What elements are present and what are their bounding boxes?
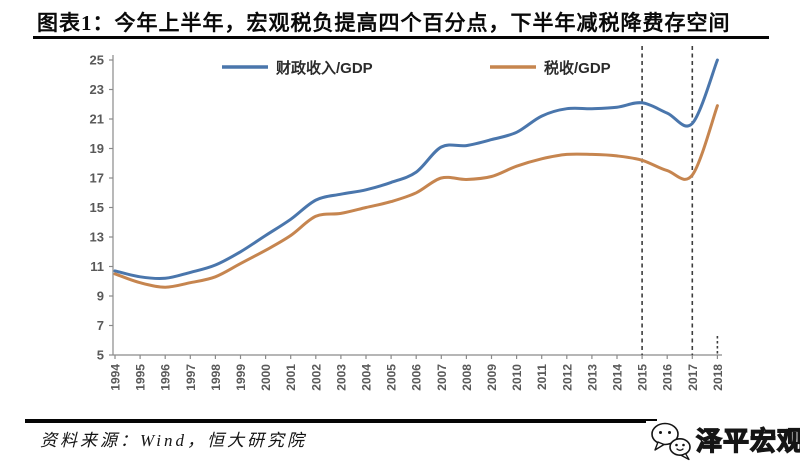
x-tick-label: 2015 — [636, 364, 650, 391]
brand-logo: 泽平宏观 — [646, 421, 800, 461]
title-underline — [33, 36, 769, 39]
chart-svg: 5 7 9 11 13 15 17 19 21 23 25 1994 1995 1996 1997 1998 1… — [90, 46, 725, 391]
legend-label-tax-gdp: 税收/GDP — [544, 59, 611, 77]
x-tick-label: 2013 — [585, 364, 599, 391]
chart-title: 图表1：今年上半年，宏观税负提高四个百分点，下半年减税降费存空间 — [37, 11, 731, 35]
y-tick-label: 17 — [90, 171, 104, 186]
x-tick-label: 1997 — [184, 364, 198, 391]
x-tick-label: 2017 — [686, 364, 700, 391]
x-tick-label: 2011 — [535, 364, 549, 390]
x-tick-label: 1994 — [109, 364, 123, 391]
x-tick-label: 2003 — [334, 364, 348, 391]
x-tick-label: 2001 — [284, 364, 298, 391]
x-tick-label: 2008 — [460, 364, 474, 391]
y-tick-label: 19 — [90, 141, 104, 156]
x-tick-label: 2007 — [435, 364, 449, 391]
x-tick-label: 1999 — [234, 364, 248, 391]
y-tick-label: 23 — [90, 82, 104, 97]
x-tick-label: 1995 — [134, 364, 148, 391]
legend-label-fiscal-revenue-gdp: 财政收入/GDP — [276, 59, 373, 77]
x-tick-label: 2014 — [611, 364, 625, 391]
y-tick-label: 11 — [90, 259, 104, 274]
x-tick-label: 2016 — [661, 364, 675, 391]
x-tick-label: 1996 — [159, 364, 173, 391]
x-tick-label: 2012 — [560, 364, 574, 391]
x-tick-label: 2000 — [259, 364, 273, 391]
x-tick-label: 2004 — [360, 364, 374, 391]
y-tick-label: 25 — [90, 53, 104, 68]
x-tick-label: 2018 — [711, 364, 725, 391]
footer-rule — [25, 419, 657, 423]
y-tick-label: 15 — [90, 200, 104, 215]
wechat-bubbles-icon — [651, 422, 691, 461]
x-tick-label: 2002 — [309, 364, 323, 391]
source-note: 资料来源：Wind，恒大研究院 — [40, 431, 307, 450]
x-tick-label: 2009 — [485, 364, 499, 391]
y-tick-label: 5 — [97, 348, 104, 363]
fiscal-revenue-gdp-line — [113, 58, 719, 281]
y-tick-label: 13 — [90, 230, 104, 245]
x-tick-label: 2005 — [385, 364, 399, 391]
y-tick-label: 9 — [97, 289, 104, 304]
x-tick-label: 2006 — [410, 364, 424, 391]
x-tick-label: 2010 — [510, 364, 524, 391]
brand-logo-text: 泽平宏观 — [695, 426, 800, 456]
y-tick-label: 7 — [97, 318, 104, 333]
tax-gdp-line — [113, 104, 719, 289]
y-tick-label: 21 — [90, 112, 104, 127]
x-tick-label: 1998 — [209, 364, 223, 391]
